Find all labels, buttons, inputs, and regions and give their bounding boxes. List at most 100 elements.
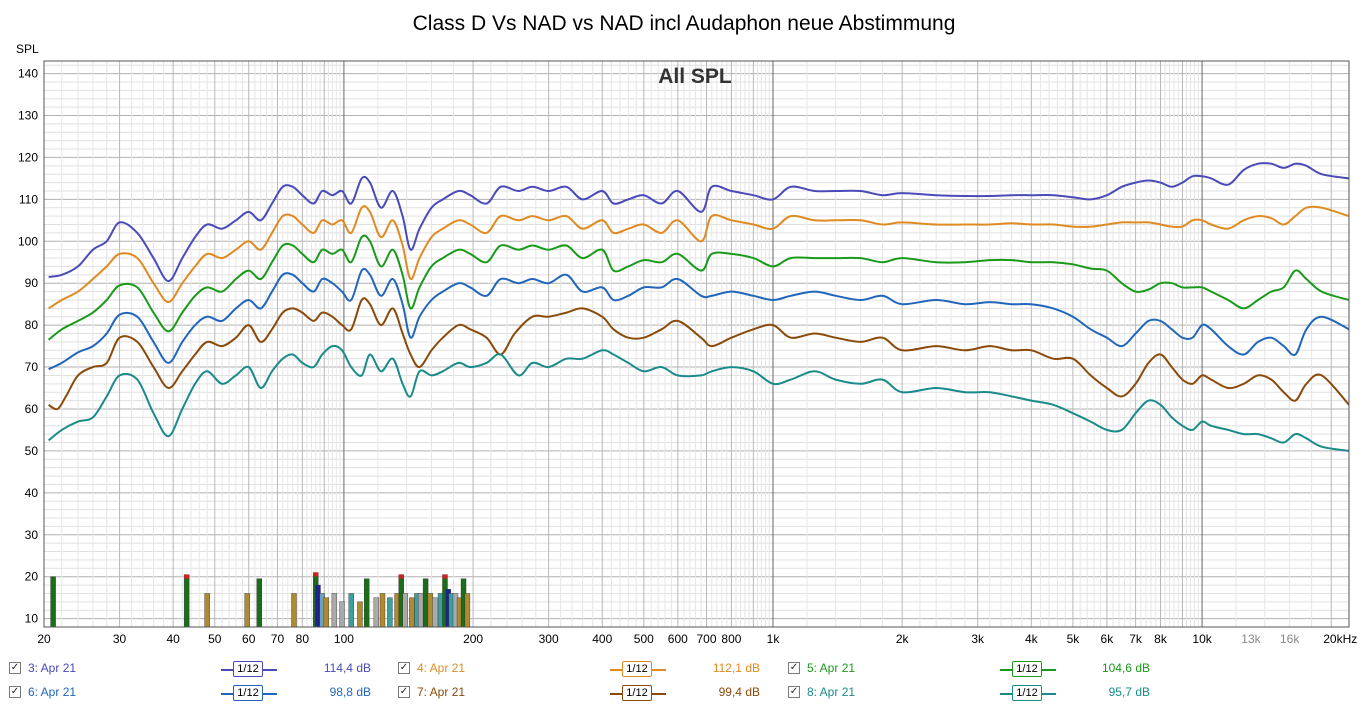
series-line [48, 205, 1350, 310]
smoothing-selector[interactable]: 1/12 [221, 683, 277, 703]
y-tick-label: 30 [25, 528, 39, 542]
distortion-bar [379, 593, 386, 628]
distortion-bar [418, 593, 424, 628]
distortion-bar-cap [398, 574, 404, 579]
distortion-bar [204, 593, 210, 628]
spl-chart: Class D Vs NAD vs NAD incl Audaphon neue… [16, 12, 1357, 646]
distortion-bar-cap [442, 574, 448, 579]
y-tick-label: 130 [18, 109, 38, 123]
legend-value: 98,8 dB [329, 685, 371, 699]
legend-value: 99,4 dB [718, 685, 760, 699]
smoothing-selector[interactable]: 1/12 [610, 659, 666, 679]
series-line [48, 267, 1350, 371]
y-axis-label: SPL [16, 42, 39, 56]
grid [43, 61, 1350, 627]
legend-value: 95,7 dB [1108, 685, 1150, 699]
x-tick-label: 2k [896, 632, 910, 646]
legend-row-2: ✓ 6: Apr 21 1/12 98,8 dB ✓ 7: Apr 21 1/1… [0, 682, 1369, 706]
x-tick-label: 10k [1192, 632, 1212, 646]
x-tick-label: 100 [334, 632, 354, 646]
legend-series-name: 5: Apr 21 [807, 661, 856, 675]
distortion-bar [464, 593, 471, 628]
checkbox[interactable]: ✓ [9, 686, 21, 698]
x-tick-label: 300 [539, 632, 559, 646]
distortion-bar [339, 601, 345, 628]
checkbox[interactable]: ✓ [788, 662, 800, 674]
distortion-bar [244, 593, 250, 628]
smoothing-label: 1/12 [233, 685, 263, 701]
x-tick-label: 4k [1025, 632, 1039, 646]
smoothing-selector[interactable]: 1/12 [610, 683, 666, 703]
y-tick-label: 50 [25, 444, 39, 458]
distortion-bar [373, 597, 380, 628]
smoothing-label: 1/12 [1012, 661, 1042, 677]
y-tick-label: 40 [25, 486, 39, 500]
smoothing-label: 1/12 [233, 661, 263, 677]
checkbox[interactable]: ✓ [9, 662, 21, 674]
legend-value: 114,4 dB [323, 661, 371, 675]
x-tick-label: 20 [37, 632, 51, 646]
distortion-bar [363, 578, 370, 628]
checkbox[interactable]: ✓ [788, 686, 800, 698]
x-tick-label: 20kHz [1323, 632, 1357, 646]
distortion-bar [432, 597, 438, 628]
smoothing-selector[interactable]: 1/12 [1000, 683, 1056, 703]
checkbox[interactable]: ✓ [398, 686, 410, 698]
chart-subtitle: All SPL [658, 65, 732, 88]
legend: ✓ 3: Apr 21 1/12 114,4 dB ✓ 4: Apr 21 1/… [0, 656, 1369, 708]
smoothing-label: 1/12 [622, 661, 652, 677]
y-tick-label: 60 [25, 402, 39, 416]
smoothing-selector[interactable]: 1/12 [1000, 659, 1056, 679]
y-tick-label: 10 [25, 612, 39, 626]
x-tick-label: 600 [668, 632, 688, 646]
plot-lines [47, 162, 1350, 452]
legend-value: 104,6 dB [1101, 661, 1150, 675]
x-tick-label: 70 [271, 632, 285, 646]
distortion-bar [183, 574, 190, 628]
y-tick-label: 80 [25, 318, 39, 332]
x-tick-label: 3k [971, 632, 985, 646]
distortion-bar-cap [313, 572, 319, 577]
series-line [47, 234, 1350, 341]
chart-title: Class D Vs NAD vs NAD incl Audaphon neue… [413, 12, 956, 35]
legend-series-name: 8: Apr 21 [807, 685, 856, 699]
legend-row-1: ✓ 3: Apr 21 1/12 114,4 dB ✓ 4: Apr 21 1/… [0, 658, 1369, 682]
x-tick-label: 80 [296, 632, 310, 646]
x-tick-labels: 20 30 40 50 60 70 80 100 200 300 400 500 600 700 800 1k… [37, 632, 1357, 646]
x-tick-label: 200 [463, 632, 483, 646]
x-tick-label: 8k [1154, 632, 1168, 646]
legend-series-name: 4: Apr 21 [417, 661, 466, 675]
y-tick-label: 90 [25, 276, 39, 290]
series-line [48, 162, 1350, 283]
smoothing-selector[interactable]: 1/12 [221, 659, 277, 679]
x-tick-label: 50 [208, 632, 222, 646]
x-tick-label: 1k [767, 632, 781, 646]
distortion-bar [357, 601, 363, 628]
distortion-bar-cap [184, 574, 190, 579]
distortion-bar [348, 593, 354, 628]
smoothing-label: 1/12 [1012, 685, 1042, 701]
x-tick-label: 700 [697, 632, 717, 646]
y-tick-label: 120 [18, 150, 38, 164]
y-tick-label: 20 [25, 570, 39, 584]
series-line [47, 344, 1350, 452]
checkbox[interactable]: ✓ [398, 662, 410, 674]
y-tick-label: 140 [18, 67, 38, 81]
distortion-bar [256, 578, 262, 628]
distortion-bar [402, 593, 408, 628]
x-tick-label: 500 [634, 632, 654, 646]
distortion-bar [427, 593, 434, 628]
y-tick-labels: 140 130 120 110 100 90 80 70 60 50 40 30 20 10 [18, 67, 38, 626]
distortion-bar [50, 576, 56, 628]
distortion-bar [291, 593, 297, 628]
smoothing-label: 1/12 [622, 685, 652, 701]
legend-series-name: 6: Apr 21 [28, 685, 77, 699]
y-tick-label: 100 [18, 234, 38, 248]
x-tick-label: 40 [166, 632, 180, 646]
plot-frame [43, 60, 1350, 628]
x-tick-label: 5k [1067, 632, 1081, 646]
distortion-bar [422, 578, 429, 628]
x-tick-label: 16k [1280, 632, 1300, 646]
distortion-bar [323, 597, 330, 628]
series-line [48, 297, 1350, 411]
